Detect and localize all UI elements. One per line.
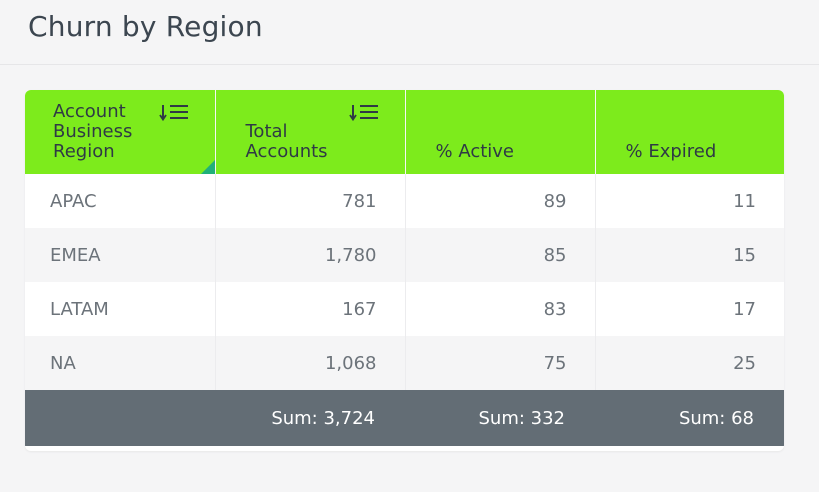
- cell-total-accounts: 1,068: [214, 336, 405, 390]
- churn-table: Account Business Region Total Accounts: [25, 90, 784, 446]
- cell-total-accounts: 167: [214, 282, 405, 336]
- cell-region: EMEA: [25, 228, 215, 282]
- cell-region: NA: [25, 336, 215, 390]
- cell-percent-expired: 25: [594, 336, 784, 390]
- column-header-percent-expired[interactable]: % Expired: [594, 90, 784, 174]
- column-header-label: Total Accounts: [245, 121, 328, 162]
- column-header-label: % Expired: [625, 141, 717, 162]
- table-row[interactable]: APAC 781 89 11: [25, 174, 784, 228]
- column-header-total-accounts[interactable]: Total Accounts: [214, 90, 405, 174]
- footer-sum-percent-expired: Sum: 68: [595, 390, 784, 446]
- cell-total-accounts: 1,780: [214, 228, 405, 282]
- page-header: Churn by Region: [0, 0, 819, 65]
- page-title: Churn by Region: [28, 10, 263, 43]
- cell-total-accounts: 781: [214, 174, 405, 228]
- cell-region: APAC: [25, 174, 215, 228]
- table-row[interactable]: NA 1,068 75 25: [25, 336, 784, 390]
- sort-descending-icon[interactable]: [159, 104, 189, 122]
- table-row[interactable]: LATAM 167 83 17: [25, 282, 784, 336]
- table-footer-row: Sum: 3,724 Sum: 332 Sum: 68: [25, 390, 784, 446]
- column-header-label: % Active: [435, 141, 515, 162]
- footer-sum-percent-active: Sum: 332: [405, 390, 595, 446]
- churn-table-container: Account Business Region Total Accounts: [25, 90, 784, 451]
- cell-percent-active: 85: [404, 228, 595, 282]
- cell-percent-active: 75: [404, 336, 595, 390]
- cell-region: LATAM: [25, 282, 215, 336]
- column-header-label: Account Business Region: [53, 101, 133, 162]
- cell-percent-expired: 11: [594, 174, 784, 228]
- cell-percent-expired: 15: [594, 228, 784, 282]
- sort-descending-icon[interactable]: [348, 104, 379, 122]
- cell-percent-expired: 17: [594, 282, 784, 336]
- column-header-account-business-region[interactable]: Account Business Region: [25, 90, 215, 174]
- table-row[interactable]: EMEA 1,780 85 15: [25, 228, 784, 282]
- cell-percent-active: 89: [404, 174, 595, 228]
- footer-empty-cell: [25, 390, 215, 446]
- cell-percent-active: 83: [404, 282, 595, 336]
- column-header-percent-active[interactable]: % Active: [404, 90, 595, 174]
- resize-corner-indicator: [200, 160, 215, 174]
- table-header-row: Account Business Region Total Accounts: [25, 90, 784, 174]
- footer-sum-total-accounts: Sum: 3,724: [215, 390, 405, 446]
